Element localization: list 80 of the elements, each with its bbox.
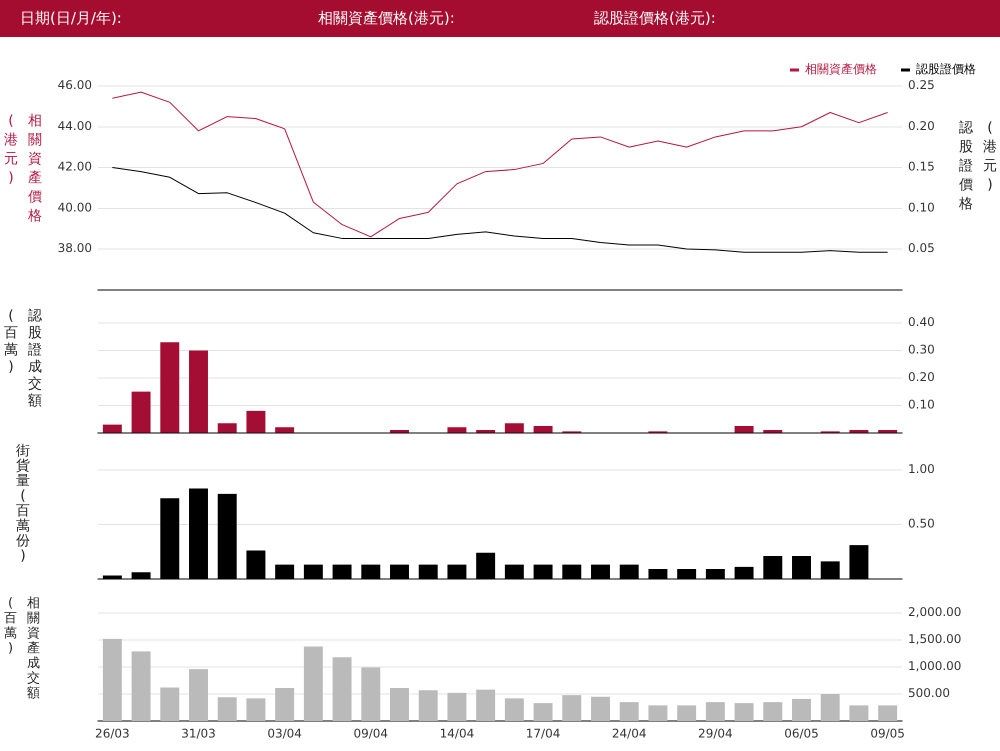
bar: [246, 698, 266, 721]
x-tick-label: 03/04: [267, 726, 302, 740]
text: 認股證成交額 (百萬): [4, 308, 42, 409]
y-tick-label: 0.10: [908, 397, 935, 412]
text: 相關資產成交額 (百萬): [4, 596, 40, 701]
legend-label: 認股證價格: [916, 62, 976, 76]
bar: [132, 651, 151, 721]
y-tick-label: 1,500.00: [908, 632, 962, 646]
y-tick-label: 46.00: [58, 78, 92, 92]
bar: [132, 392, 151, 433]
y-tick-label: 44.00: [58, 118, 92, 133]
y-tick-label: 1.00: [908, 462, 935, 476]
bar: [275, 427, 294, 433]
bar: [620, 702, 639, 721]
header-bar: 日期(日/月/年): 相關資產價格(港元): 認股證價格(港元):: [0, 0, 1000, 37]
y-tick-label: 0.50: [908, 516, 935, 531]
bar: [562, 695, 582, 721]
bar: [591, 696, 610, 721]
bar: [849, 705, 868, 721]
bar: [878, 705, 898, 721]
bar: [102, 638, 122, 721]
bar: [792, 698, 811, 721]
bar: [332, 657, 352, 721]
y2-tick-label: 0.15: [908, 160, 935, 174]
bar: [447, 427, 466, 433]
bar: [361, 668, 380, 721]
bar: [218, 697, 237, 721]
bar: [706, 702, 725, 721]
x-tick-label: 29/04: [698, 726, 733, 740]
x-tick-label: 31/03: [181, 726, 216, 740]
y-tick-label: 0.30: [908, 342, 935, 357]
bar: [160, 688, 180, 721]
bar: [160, 342, 180, 433]
bar: [189, 350, 208, 433]
legend-label: 相關資產價格: [805, 62, 877, 76]
bar: [246, 410, 266, 433]
y-tick-label: 0.20: [908, 370, 935, 384]
x-tick-label: 14/04: [440, 726, 474, 740]
y-tick-label: 1,000.00: [908, 659, 962, 674]
bar: [504, 423, 524, 433]
x-tick-label: 09/04: [353, 726, 388, 740]
bar: [534, 426, 553, 433]
bar: [820, 694, 840, 721]
y-tick-label: 38.00: [58, 241, 92, 256]
y-tick-label: 40.00: [58, 200, 92, 214]
y2-tick-label: 0.05: [908, 241, 935, 256]
bar: [418, 690, 438, 721]
bar: [476, 430, 496, 433]
bar: [304, 646, 323, 721]
x-tick-label: 09/05: [870, 726, 905, 740]
bar: [189, 669, 208, 721]
bar: [763, 702, 782, 721]
x-tick-label: 17/04: [526, 726, 560, 740]
bar: [504, 698, 524, 721]
bar: [275, 688, 294, 721]
bar: [218, 423, 237, 433]
y-axis-title: 街貨量 (百萬份): [15, 443, 31, 564]
y-tick-label: 0.40: [908, 315, 935, 330]
text: 認股證價格 (港元): [959, 120, 997, 212]
bar: [534, 703, 553, 721]
bar: [878, 430, 898, 433]
bar: [648, 705, 668, 721]
bar: [763, 430, 782, 433]
bar: [734, 703, 754, 721]
y-tick-label: 2,000.00: [908, 605, 962, 620]
x-tick-label: 26/03: [95, 726, 130, 740]
y2-tick-label: 0.25: [908, 78, 935, 92]
bar: [849, 430, 868, 433]
bar: [390, 688, 409, 721]
bar: [476, 690, 496, 721]
bar: [677, 705, 696, 721]
x-tick-label: 06/05: [784, 726, 819, 740]
bar: [102, 424, 122, 433]
bar: [447, 692, 466, 721]
bar: [390, 430, 409, 433]
x-tick-label: 24/04: [612, 726, 647, 740]
y-tick-label: 42.00: [58, 160, 92, 174]
bar: [734, 426, 754, 433]
y-tick-label: 500.00: [908, 686, 950, 700]
text: 相關資產價格 (港元): [4, 113, 42, 224]
